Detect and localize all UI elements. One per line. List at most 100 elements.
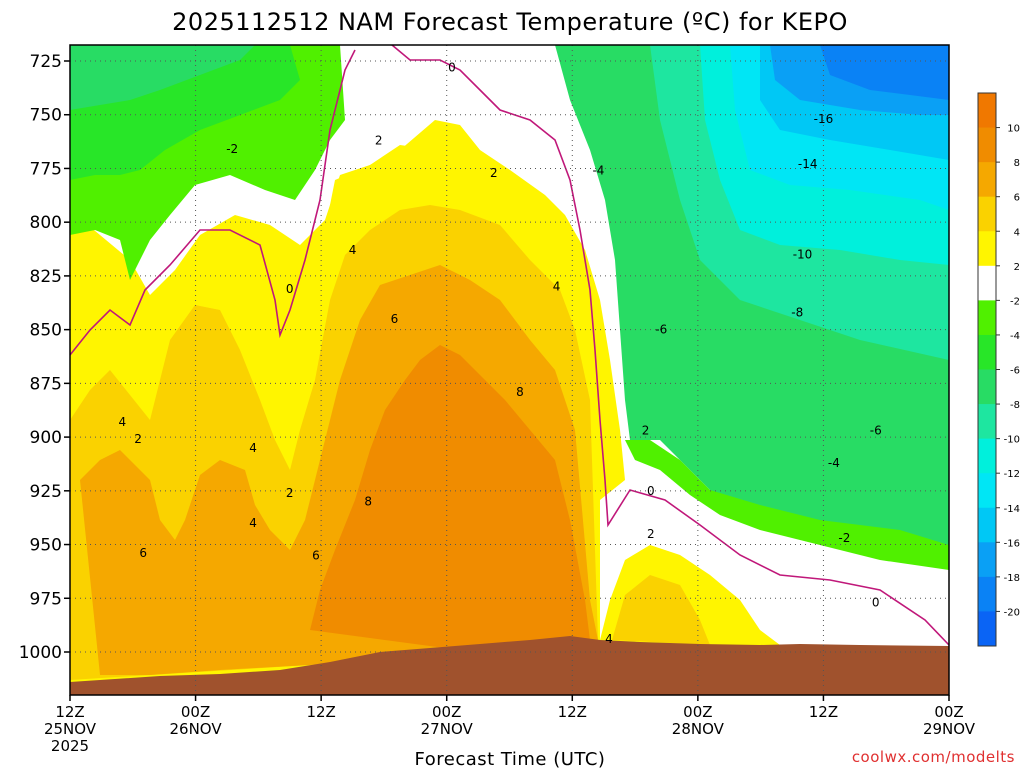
x-tick-time-label: 12Z <box>306 703 335 721</box>
contour-label: 2 <box>286 486 294 500</box>
plot-frame <box>69 44 950 696</box>
colorbar-swatch <box>978 93 996 129</box>
credit-label: coolwx.com/modelts <box>852 748 1015 766</box>
y-axis: 725 750 775 800 825 850 875 900 925 950 975 1000 <box>19 52 70 663</box>
colorbar-swatch <box>978 127 996 163</box>
y-tick-label: 1000 <box>19 643 62 663</box>
plot-area <box>70 45 949 695</box>
y-tick-label: 825 <box>30 267 62 287</box>
contour-label: 2 <box>375 134 383 148</box>
colorbar-swatch <box>978 334 996 370</box>
contour-label: 8 <box>364 495 372 509</box>
contour-label: -16 <box>814 112 834 126</box>
y-tick-label: 775 <box>30 159 62 179</box>
contour-label: -4 <box>828 456 840 470</box>
colorbar-label: -16 <box>1004 538 1020 549</box>
y-tick-label: 875 <box>30 374 62 394</box>
contour-label: -8 <box>791 305 803 319</box>
x-tick-date-label: 29NOV <box>923 720 976 738</box>
contour-label: 2 <box>647 527 655 541</box>
colorbar-label: -20 <box>1004 607 1020 618</box>
colorbar-label: -2 <box>1010 296 1020 307</box>
y-tick-label: 800 <box>30 213 62 233</box>
y-tick-label: 750 <box>30 106 62 126</box>
x-tick-time-label: 00Z <box>181 703 210 721</box>
colorbar-label: -8 <box>1010 400 1020 411</box>
colorbar-swatch <box>978 576 996 612</box>
contour-label: -6 <box>870 424 882 438</box>
contour-label: 0 <box>448 60 456 74</box>
colorbar-swatch <box>978 507 996 543</box>
contour-label: 4 <box>605 632 613 646</box>
x-tick-time-label: 12Z <box>809 703 838 721</box>
contour-label: 4 <box>349 243 357 257</box>
contour-label: 6 <box>139 546 147 560</box>
colorbar-swatch <box>978 196 996 232</box>
x-tick-date-label: 28NOV <box>672 720 725 738</box>
x-tick-time-label: 12Z <box>558 703 587 721</box>
colorbar-label: 8 <box>1014 158 1020 169</box>
contour-label: 0 <box>286 282 294 296</box>
x-tick-year-label: 2025 <box>51 737 89 755</box>
band-4-6-small <box>612 575 710 645</box>
colorbar-swatch <box>978 404 996 440</box>
colorbar-swatch <box>978 611 996 647</box>
x-tick-time-label: 12Z <box>55 703 84 721</box>
colorbar-label: 4 <box>1014 227 1020 238</box>
contour-label: 4 <box>553 280 561 294</box>
colorbar-label: 6 <box>1014 193 1020 204</box>
band-8-10 <box>310 345 590 650</box>
x-axis-title: Forecast Time (UTC) <box>415 749 606 768</box>
contour-label: -2 <box>838 531 850 545</box>
colorbar-label: -18 <box>1004 573 1020 584</box>
band-green-right <box>625 440 949 570</box>
y-tick-label: 925 <box>30 482 62 502</box>
contour-label: 2 <box>642 424 650 438</box>
y-tick-label: 725 <box>30 52 62 72</box>
contour-label: 2 <box>490 166 498 180</box>
colorbar-label: -14 <box>1004 504 1020 515</box>
x-tick-date-label: 25NOV <box>44 720 97 738</box>
contour-label: -6 <box>655 323 667 337</box>
colorbar-swatch <box>978 473 996 509</box>
y-tick-label: 900 <box>30 428 62 448</box>
contour-label: 4 <box>249 441 257 455</box>
x-tick-time-label: 00Z <box>432 703 461 721</box>
contour-label: -10 <box>793 247 813 261</box>
contour-label: -14 <box>798 157 818 171</box>
colorbar-swatch <box>978 438 996 474</box>
contour-label: 0 <box>872 596 880 610</box>
contour-label: -4 <box>592 164 604 178</box>
zero-isotherm <box>69 44 950 646</box>
x-tick-time-label: 00Z <box>683 703 712 721</box>
colorbar-label: -12 <box>1004 469 1020 480</box>
x-tick-date-label: 27NOV <box>421 720 474 738</box>
y-tick-label: 850 <box>30 321 62 341</box>
colorbar-swatch <box>978 162 996 198</box>
colorbar: 10 8 6 4 2 -2 -4 -6 -8 -10 -12 -14 -16 -18 -20 <box>977 92 1020 647</box>
contour-label: 4 <box>249 516 257 530</box>
y-tick-label: 950 <box>30 536 62 556</box>
band-green-darker-upper-left <box>70 45 255 110</box>
y-tick-label: 975 <box>30 589 62 609</box>
contour-label: 4 <box>119 415 127 429</box>
x-tick-time-label: 00Z <box>934 703 963 721</box>
colorbar-label: 10 <box>1007 124 1020 135</box>
chart-title: 2025112512 NAM Forecast Temperature (ºC)… <box>172 8 848 36</box>
colorbar-swatch <box>978 300 996 336</box>
colorbar-swatch <box>978 231 996 267</box>
terrain <box>70 636 949 695</box>
colorbar-label: -10 <box>1004 435 1020 446</box>
contour-label: 2 <box>134 432 142 446</box>
contour-label: 0 <box>647 484 655 498</box>
contour-label: -2 <box>226 142 238 156</box>
band-white-top <box>345 45 565 140</box>
contour-label: 8 <box>516 385 524 399</box>
contour-label: 6 <box>391 312 399 326</box>
colorbar-swatch <box>978 369 996 405</box>
band-blue3-right <box>820 45 949 100</box>
colorbar-label: 2 <box>1014 262 1020 273</box>
colorbar-swatch <box>978 542 996 578</box>
